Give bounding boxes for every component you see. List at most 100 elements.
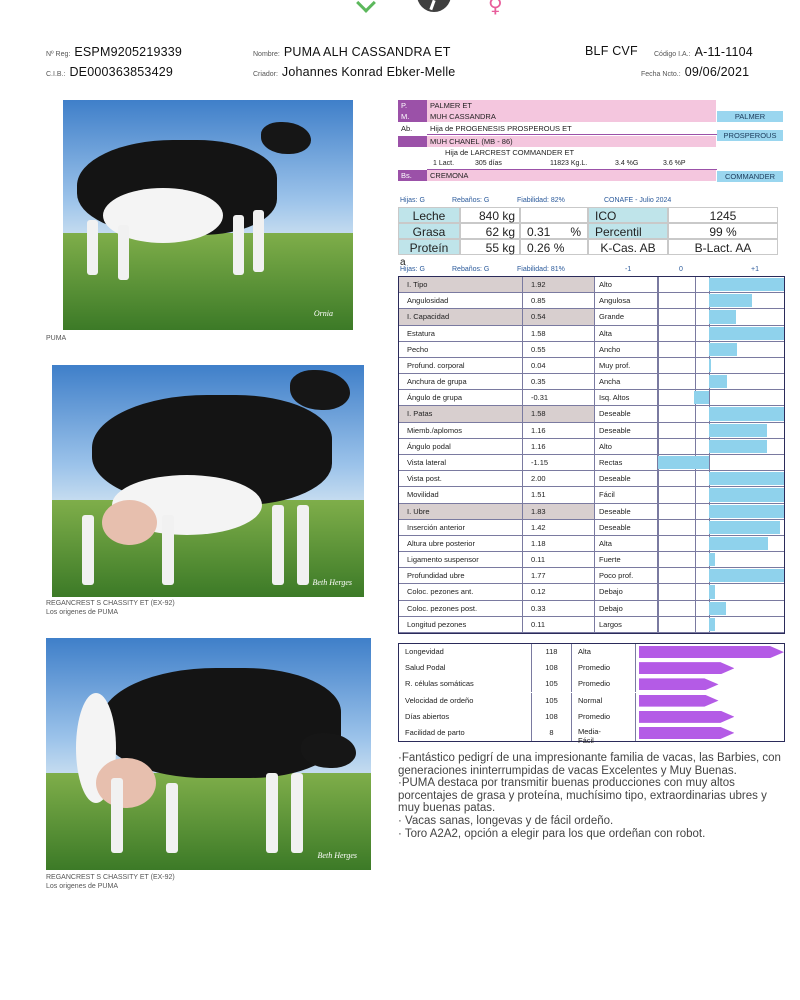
sire-row: P. PALMER ET bbox=[398, 100, 716, 111]
trait-value: 0.85 bbox=[523, 293, 595, 309]
trait-description: Alto bbox=[595, 438, 658, 454]
trait-description: Alta bbox=[595, 535, 658, 552]
trait-value: 1.42 bbox=[523, 519, 595, 535]
linear-trait-row: Estatura 1.58 Alta bbox=[399, 325, 784, 342]
functional-arrow bbox=[639, 678, 719, 690]
trait-description: Isq. Altos bbox=[595, 390, 658, 406]
trait-value: 0.54 bbox=[523, 309, 595, 325]
percentil-label: Percentil bbox=[588, 223, 668, 239]
trait-bar-area bbox=[658, 616, 784, 632]
trait-value: 0.35 bbox=[523, 374, 595, 390]
trait-bar bbox=[709, 439, 767, 453]
trait-bar-area bbox=[658, 552, 784, 568]
trait-description: Rectas bbox=[595, 455, 658, 471]
trait-name: I. Ubre bbox=[399, 503, 523, 519]
trait-name: Coloc. pezones ant. bbox=[399, 584, 523, 600]
trait-description: Muy prof. bbox=[595, 357, 658, 374]
linear-trait-row: Movilidad 1.51 Fácil bbox=[399, 487, 784, 504]
trait-value: 1.51 bbox=[523, 487, 595, 503]
trait-name: I. Tipo bbox=[399, 277, 523, 293]
trait-description: Grande bbox=[595, 309, 658, 325]
trait-bar bbox=[709, 536, 768, 551]
trait-bar bbox=[709, 617, 715, 631]
reg-number: Nº Reg: ESPM9205219339 bbox=[46, 45, 183, 59]
functional-value: 8 bbox=[532, 724, 572, 741]
trait-bar-area bbox=[658, 487, 784, 503]
grasa-label: Grasa bbox=[398, 223, 460, 239]
photo-signature: Ornia bbox=[313, 309, 333, 318]
trait-name: Coloc. pezones post. bbox=[399, 600, 523, 616]
trait-name: Vista post. bbox=[399, 471, 523, 487]
chanel-row: MUH CHANEL (MB - 86) bbox=[398, 136, 716, 147]
trait-bar-area bbox=[658, 406, 784, 422]
trait-bar bbox=[709, 358, 711, 373]
trait-bar-area bbox=[658, 503, 784, 519]
trait-value: 0.04 bbox=[523, 357, 595, 374]
trait-value: 1.92 bbox=[523, 277, 595, 293]
production-table: Leche 840 kg ICO 1245 Grasa 62 kg 0.31 %… bbox=[398, 207, 782, 256]
trait-name: Altura ubre posterior bbox=[399, 535, 523, 552]
trait-bar-area bbox=[658, 438, 784, 454]
trait-description: Debajo bbox=[595, 600, 658, 616]
trait-name: Longitud pezones bbox=[399, 616, 523, 632]
linear-trait-row: Pecho 0.55 Ancho bbox=[399, 341, 784, 358]
ico-label: ICO bbox=[588, 207, 668, 223]
functional-bar-area bbox=[639, 693, 784, 709]
functional-trait-row: Longevidad 118 Alta bbox=[399, 644, 784, 661]
ico-value: 1245 bbox=[668, 207, 778, 223]
functional-name: Días abiertos bbox=[399, 708, 532, 725]
bs-row: Bs. CREMONA bbox=[398, 170, 716, 181]
trait-description: Deseable bbox=[595, 503, 658, 519]
trait-bar-area bbox=[658, 471, 784, 487]
tag-prosperous: PROSPEROUS bbox=[717, 130, 783, 141]
trait-description: Ancho bbox=[595, 341, 658, 357]
functional-description: Promedio bbox=[572, 660, 636, 677]
trait-description: Fácil bbox=[595, 487, 658, 503]
trait-bar-area bbox=[658, 277, 784, 293]
trait-value: 0.55 bbox=[523, 341, 595, 357]
trait-description: Alto bbox=[595, 277, 658, 293]
description-paragraph: ·Fantástico pedigrí de una impresionante… bbox=[398, 752, 781, 777]
functional-arrow bbox=[639, 727, 734, 739]
trait-bar bbox=[709, 342, 737, 356]
blactoglobulin: B-Lact. AA bbox=[668, 239, 778, 255]
linear-trait-row: Miemb./aplomos 1.16 Deseable bbox=[399, 422, 784, 439]
trait-value: 0.11 bbox=[523, 616, 595, 632]
linear-trait-row: I. Patas 1.58 Deseable bbox=[399, 406, 784, 423]
trait-value: 1.83 bbox=[523, 503, 595, 519]
functional-name: R. células somáticas bbox=[399, 676, 532, 693]
trait-bar bbox=[709, 310, 736, 324]
functional-value: 108 bbox=[532, 708, 572, 725]
bull-name: Nombre: PUMA ALH CASSANDRA ET bbox=[253, 45, 451, 59]
linear-trait-row: Angulosidad 0.85 Angulosa bbox=[399, 293, 784, 310]
functional-arrow bbox=[639, 695, 719, 707]
trait-bar-area bbox=[658, 455, 784, 471]
trait-value: 0.11 bbox=[523, 552, 595, 568]
linear-trait-row: Profundidad ubre 1.77 Poco prof. bbox=[399, 568, 784, 585]
functional-bar-area bbox=[639, 676, 784, 692]
linear-trait-row: Coloc. pezones post. 0.33 Debajo bbox=[399, 600, 784, 617]
functional-trait-row: Días abiertos 108 Promedio bbox=[399, 708, 784, 725]
trait-bar bbox=[709, 294, 752, 308]
functional-trait-row: Velocidad de ordeño 105 Normal bbox=[399, 692, 784, 709]
granddam-row: Ab. Hija de PROGENESIS PROSPEROUS ET bbox=[401, 124, 572, 133]
trait-bar bbox=[709, 569, 784, 583]
trait-description: Deseable bbox=[595, 422, 658, 438]
trait-bar bbox=[709, 375, 727, 389]
trait-description: Angulosa bbox=[595, 293, 658, 309]
trait-description: Deseable bbox=[595, 406, 658, 422]
trait-bar bbox=[709, 520, 780, 534]
cib-number: C.I.B.: DE000363853429 bbox=[46, 65, 174, 79]
trait-description: Fuerte bbox=[595, 552, 658, 568]
linear-traits-table: I. Tipo 1.92 Alto Angulosidad 0.85 Angulosa I.… bbox=[398, 276, 785, 634]
description: ·Fantástico pedigrí de una impresionante… bbox=[398, 752, 783, 840]
proteina-label: Proteín bbox=[398, 239, 460, 255]
grasa-value: 62 kg bbox=[460, 223, 520, 239]
photo-caption: REGANCREST S CHASSITY ET (EX-92) Los ori… bbox=[46, 874, 175, 890]
trait-bar-area bbox=[658, 357, 784, 374]
trait-name: Pecho bbox=[399, 341, 523, 357]
description-paragraph: · Vacas sanas, longevas y de fácil ordeñ… bbox=[398, 814, 614, 827]
lactation-row: 1 Lact. 305 días 11823 Kg.L. 3.4 %G 3.6 … bbox=[433, 160, 686, 167]
trait-name: Estatura bbox=[399, 325, 523, 341]
kcasein: K-Cas. AB bbox=[588, 239, 668, 255]
